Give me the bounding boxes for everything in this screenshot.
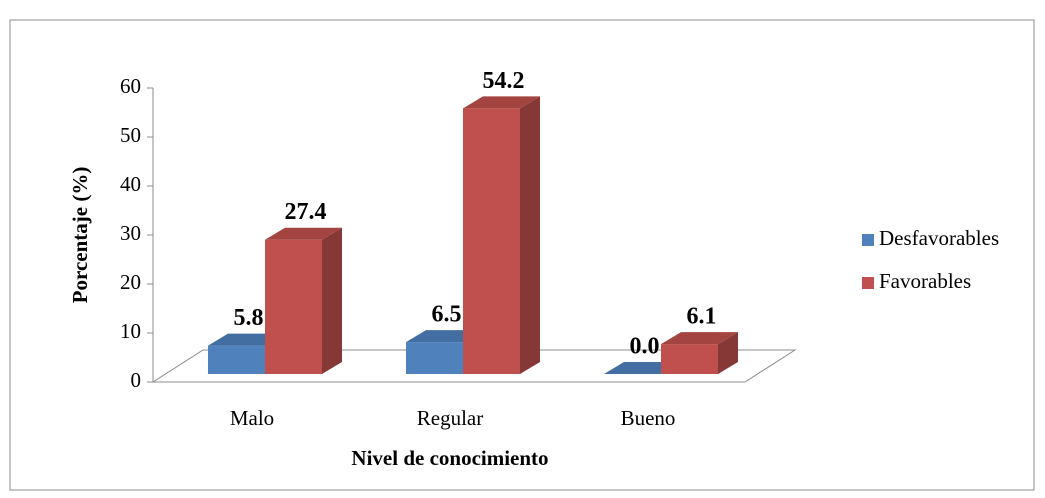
bar-front bbox=[463, 108, 520, 375]
x-tick-label: Bueno bbox=[621, 406, 676, 430]
value-label: 0.0 bbox=[630, 334, 660, 360]
bar bbox=[265, 227, 342, 374]
value-label: 27.4 bbox=[285, 199, 327, 225]
legend-swatch bbox=[862, 277, 874, 289]
legend-label: Favorables bbox=[879, 269, 971, 293]
bar-top bbox=[463, 96, 540, 109]
bar-front bbox=[406, 342, 463, 374]
bar-top bbox=[265, 227, 342, 240]
value-label: 5.8 bbox=[234, 305, 264, 331]
y-tick-label: 30 bbox=[120, 221, 141, 245]
y-tick-label: 20 bbox=[120, 270, 141, 294]
x-axis-title: Nivel de conocimiento bbox=[351, 446, 548, 470]
y-tick-label: 60 bbox=[120, 74, 141, 98]
x-tick-label: Regular bbox=[417, 406, 483, 430]
bar-side bbox=[322, 227, 342, 374]
value-label: 54.2 bbox=[483, 68, 525, 94]
bar bbox=[661, 332, 738, 374]
legend-label: Desfavorables bbox=[879, 226, 999, 250]
bar bbox=[463, 96, 540, 375]
y-tick-label: 10 bbox=[120, 319, 141, 343]
x-tick-label: Malo bbox=[230, 406, 274, 430]
bar-side bbox=[520, 96, 540, 375]
bar-front bbox=[208, 345, 265, 374]
legend-swatch bbox=[862, 234, 874, 246]
bar-side bbox=[718, 332, 738, 374]
y-tick-label: 40 bbox=[120, 172, 141, 196]
bar-top bbox=[661, 332, 738, 345]
y-tick-label: 50 bbox=[120, 123, 141, 147]
bar-front bbox=[661, 344, 718, 374]
value-label: 6.5 bbox=[432, 302, 462, 328]
y-tick-label: 0 bbox=[131, 368, 142, 392]
value-label: 6.1 bbox=[687, 304, 717, 330]
bar-front bbox=[265, 239, 322, 374]
y-axis-title: Porcentaje (%) bbox=[68, 167, 92, 304]
